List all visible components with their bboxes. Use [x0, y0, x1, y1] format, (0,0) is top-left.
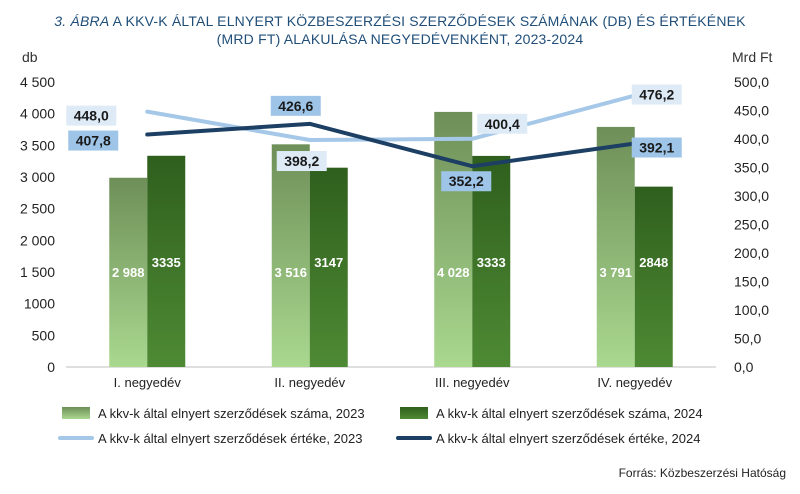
bar-data-label: 3 516: [274, 265, 307, 280]
figure-label: 3. ÁBRA: [54, 13, 110, 29]
line-data-label-box: [270, 95, 321, 116]
line-data-label: 392,1: [639, 140, 674, 156]
bar-2024: [147, 155, 186, 367]
x-tick-label: IV. negyedév: [597, 375, 672, 390]
line-data-label-box: [477, 113, 528, 134]
bar-2023: [596, 126, 635, 367]
y-left-tick-label: 0: [47, 359, 55, 375]
title-line-2: (MRD FT) ALAKULÁSA NEGYEDÉVENKÉNT, 2023-…: [216, 31, 584, 47]
line-data-label: 448,0: [74, 108, 109, 124]
line-2023: [145, 93, 637, 143]
line-data-label: 400,4: [485, 116, 520, 132]
bar-data-label: 3333: [477, 255, 506, 270]
legend-label: A kkv-k által elnyert szerződések száma,…: [98, 406, 365, 421]
legend-label: A kkv-k által elnyert szerződések értéke…: [436, 431, 700, 446]
x-tick-label: I. negyedév: [114, 375, 182, 390]
y-left-tick-label: 1 500: [20, 264, 55, 280]
y-left-tick-label: 3 000: [20, 169, 55, 185]
bar-2024: [309, 167, 348, 367]
y-right-tick-label: 300,0: [734, 188, 769, 204]
y-left-tick-label: 3 500: [20, 137, 55, 153]
bar-2023: [434, 111, 473, 367]
y-right-tick-label: 150,0: [734, 274, 769, 290]
y-left-axis-label: db: [22, 49, 38, 65]
y-right-tick-label: 500,0: [734, 74, 769, 90]
bar-2023: [109, 177, 148, 367]
y-left-tick-label: 500: [32, 327, 56, 343]
line-2024: [145, 121, 637, 169]
x-tick-label: III. negyedév: [435, 375, 510, 390]
legend-swatch: [62, 407, 90, 419]
y-left-tick-label: 2 500: [20, 201, 55, 217]
bar-data-label: 3147: [314, 255, 343, 270]
bar-2023: [271, 144, 310, 367]
line-data-label: 398,2: [284, 153, 319, 169]
line-data-label-box: [441, 171, 492, 192]
y-left-tick-label: 4 000: [20, 106, 55, 122]
y-right-tick-label: 200,0: [734, 245, 769, 261]
y-right-tick-label: 400,0: [734, 131, 769, 147]
line-data-label: 352,2: [449, 173, 484, 189]
line-data-label: 407,8: [76, 133, 111, 149]
line-data-label-box: [68, 130, 119, 151]
line-data-label: 426,6: [278, 98, 313, 114]
y-right-tick-label: 250,0: [734, 217, 769, 233]
y-left-tick-label: 1000: [24, 296, 55, 312]
line-data-label-box: [276, 151, 327, 172]
y-right-tick-label: 350,0: [734, 160, 769, 176]
bar-data-label: 2 988: [112, 265, 145, 280]
line-data-label-box: [66, 105, 117, 126]
line-data-label-box: [631, 137, 682, 158]
x-tick-label: II. negyedév: [274, 375, 345, 390]
y-left-tick-label: 2 000: [20, 232, 55, 248]
y-right-tick-label: 50,0: [734, 331, 761, 347]
title-line-1: A KKV-K ÁLTAL ELNYERT KÖZBESZERZÉSI SZER…: [109, 13, 746, 29]
bar-data-label: 3 791: [599, 265, 632, 280]
legend-label: A kkv-k által elnyert szerződések értéke…: [98, 431, 362, 446]
chart-title: 3. ÁBRA A KKV-K ÁLTAL ELNYERT KÖZBESZERZ…: [0, 12, 800, 48]
y-right-tick-label: 450,0: [734, 103, 769, 119]
y-right-tick-label: 0,0: [734, 359, 754, 375]
legend-swatch: [400, 407, 428, 419]
bar-data-label: 3335: [152, 255, 181, 270]
bar-data-label: 2848: [639, 255, 668, 270]
y-right-tick-label: 100,0: [734, 302, 769, 318]
legend-label: A kkv-k által elnyert szerződések száma,…: [436, 406, 703, 421]
line-data-label-box: [631, 84, 682, 105]
bar-data-label: 4 028: [437, 265, 470, 280]
source-note: Forrás: Közbeszerzési Hatóság: [618, 466, 786, 480]
line-data-label: 476,2: [639, 87, 674, 103]
y-right-axis-label: Mrd Ft: [732, 49, 773, 65]
bar-2024: [634, 186, 673, 367]
y-left-tick-label: 4 500: [20, 74, 55, 90]
